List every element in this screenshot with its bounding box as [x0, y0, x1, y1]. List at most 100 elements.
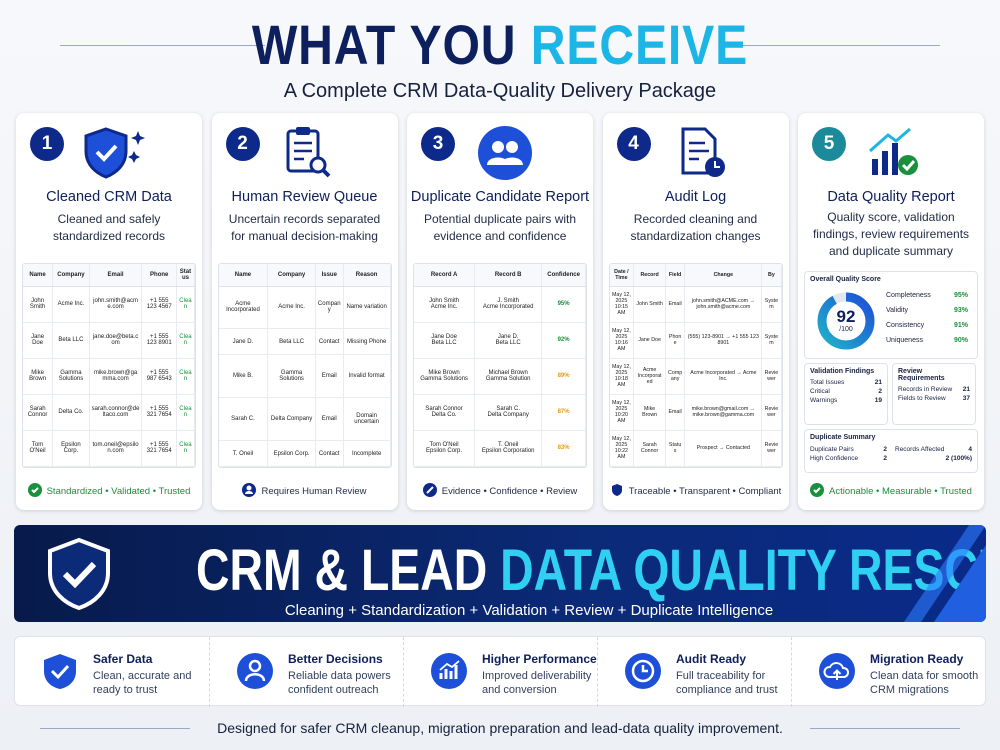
finding-label: Warnings	[810, 397, 838, 404]
column-header: Date / Time	[609, 264, 635, 287]
table-cell: john.smith@ACME.com → john.smith@acme.co…	[684, 286, 763, 323]
table-cell: mike.brown@gamma.com	[89, 358, 143, 395]
table-cell: Jane D. Beta LLC	[474, 322, 543, 359]
table-cell: +1 555 123 4567	[141, 286, 177, 323]
table-row: T. Oneil Epsilon Corp. Contact Incomplete	[218, 440, 391, 467]
table-frame: Date / Time Record Field Change By May 12, 20…	[608, 263, 783, 468]
table-row: Jane Doe Beta LLC jane.doe@beta.com +1 555 …	[23, 322, 195, 359]
table-cell: Sarah Connor Delta Co.	[414, 394, 476, 431]
table-cell: Invalid format	[343, 354, 391, 399]
table-cell: Mike Brown	[23, 358, 54, 395]
duplicate-row: 2 (100%)	[895, 455, 972, 462]
finding-value: 2	[878, 388, 882, 395]
table-cell: Jane D.	[218, 328, 269, 356]
table-cell: Missing Phone	[343, 328, 391, 356]
card-description: Recorded cleaning and standardization ch…	[630, 212, 761, 243]
box-title: Validation Findings	[810, 368, 875, 375]
duplicate-row: High Confidence 2	[810, 455, 887, 462]
card-number: 3	[421, 127, 455, 161]
validation-box: Validation Findings Total Issues 21 Critica…	[804, 363, 888, 425]
table-row: May 12, 2025 10:16 AM Jane Doe Phone (555) …	[609, 322, 782, 359]
table-cell: Jane Doe Beta LLC	[414, 322, 476, 359]
card-icon	[272, 123, 352, 183]
table-cell: Status	[665, 430, 686, 467]
metric-row: Consistency 91%	[886, 322, 968, 329]
data-table: Date / Time Record Field Change By May 12, 20…	[609, 264, 782, 467]
icon	[237, 653, 273, 689]
table-row: John Smith Acme Inc. J. Smith Acme Incorp…	[414, 286, 586, 323]
table-cell: +1 555 123 8901	[141, 322, 177, 359]
metric-value: 95%	[953, 292, 968, 299]
table-row: Tom O'Neil Epsilon Corp. tom.oneil@epsilon…	[23, 430, 195, 467]
page-subtitle: A Complete CRM Data-Quality Delivery Pac…	[283, 80, 717, 102]
box-title: Review Requirements	[898, 368, 945, 382]
table-cell: Contact	[315, 440, 344, 467]
table-cell: Sarah Connor	[23, 394, 54, 431]
table-cell: Sarah Connor	[633, 430, 666, 467]
box-title: Duplicate Summary	[810, 434, 876, 441]
table-cell: May 12, 2025 10:15 AM	[609, 286, 635, 323]
finding-label: Total Issues	[810, 379, 845, 386]
column-header: Company	[267, 264, 316, 287]
score-label: /100	[839, 326, 853, 333]
column-header: Name	[218, 264, 269, 287]
decor-line	[60, 45, 265, 46]
card-title: Cleaned CRM Data	[46, 189, 172, 205]
table-cell: Clean	[176, 322, 195, 359]
duplicates-box: Duplicate Summary Duplicate Pairs 2 Records…	[804, 429, 978, 473]
table-cell: Acme Incorporated	[633, 358, 666, 395]
footer-text: Evidence • Confidence • Review	[441, 486, 578, 497]
benefit-title: Higher Performance	[482, 652, 597, 666]
table-cell: 87%	[541, 394, 586, 431]
table-cell: Acme Incorporated → Acme Inc.	[684, 358, 763, 395]
benefit-title: Audit Ready	[676, 652, 747, 666]
footer-icon	[242, 483, 257, 500]
icon	[625, 653, 661, 689]
benefit: Audit Ready Full traceability for complia…	[597, 637, 791, 707]
table-cell: John Smith	[633, 286, 666, 323]
table-cell: Acme Inc.	[52, 286, 90, 323]
score-arc	[817, 292, 875, 350]
benefit-icon	[430, 652, 468, 690]
duplicate-label: Records Affected	[895, 446, 945, 453]
table-row: Sarah Connor Delta Co. sarah.connor@deltac…	[23, 394, 195, 431]
table-row: May 12, 2025 10:20 AM Mike Brown Email mike…	[609, 394, 782, 431]
table-cell: Email	[315, 354, 344, 399]
table-cell: Prospect → Contacted	[684, 430, 763, 467]
finding-row: Records in Review 21	[898, 386, 970, 393]
column-header: Status	[176, 264, 195, 287]
title-part: RECEIVE	[530, 13, 749, 76]
card-icon	[858, 123, 938, 183]
table-cell: Mike Brown Gamma Solutions	[414, 358, 476, 395]
benefit: Safer Data Clean, accurate and ready to t…	[15, 637, 209, 707]
benefit-description: Clean data for smooth CRM migrations	[870, 670, 979, 696]
table-cell: Tom O'Neil Epsilon Corp.	[414, 430, 476, 467]
donut	[817, 292, 875, 350]
header-row: Name Company Issue Reason	[218, 264, 391, 287]
table-cell: Gamma Solutions	[52, 358, 90, 395]
finding-value: 21	[962, 386, 970, 393]
card-footer: Actionable • Measurable • Trusted	[798, 483, 984, 500]
card: 2 Human Review Queue Uncertain records sep…	[211, 113, 398, 510]
table-cell: Clean	[176, 394, 195, 431]
table-cell: May 12, 2025 10:22 AM	[609, 430, 635, 467]
benefit-icon	[624, 652, 662, 690]
card-title: Duplicate Candidate Report	[410, 189, 590, 205]
table-cell: Gamma Solutions	[267, 354, 316, 399]
card-description: Cleaned and safely standardized records	[52, 212, 166, 243]
table-cell: Clean	[176, 286, 195, 323]
decor-line	[735, 45, 940, 46]
table-cell: Acme Inc.	[267, 286, 316, 330]
table-cell: john.smith@acme.com	[89, 286, 143, 323]
duplicate-grid: Duplicate Pairs 2 Records Affected 4 High Co…	[810, 445, 972, 463]
benefit: Better Decisions Reliable data powers con…	[209, 637, 403, 707]
table-cell: May 12, 2025 10:16 AM	[609, 322, 635, 359]
table-cell: Reviewer	[761, 394, 782, 431]
benefit-title: Better Decisions	[288, 652, 383, 666]
decor-line	[40, 728, 190, 729]
table-cell: Company	[315, 286, 344, 330]
footer-icon	[610, 483, 624, 500]
column-header: Record A	[414, 264, 476, 287]
finding-row: Warnings 19	[810, 397, 882, 404]
table-row: John Smith Acme Inc. john.smith@acme.com +1…	[23, 286, 195, 323]
